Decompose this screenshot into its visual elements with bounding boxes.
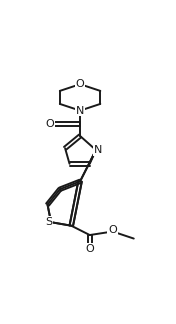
Text: N: N [76,106,84,116]
Text: O: O [108,225,117,235]
Text: O: O [85,244,94,254]
Text: O: O [45,119,54,129]
Text: N: N [93,145,102,155]
Text: O: O [76,79,84,89]
Text: S: S [45,217,52,227]
Polygon shape [39,174,88,232]
